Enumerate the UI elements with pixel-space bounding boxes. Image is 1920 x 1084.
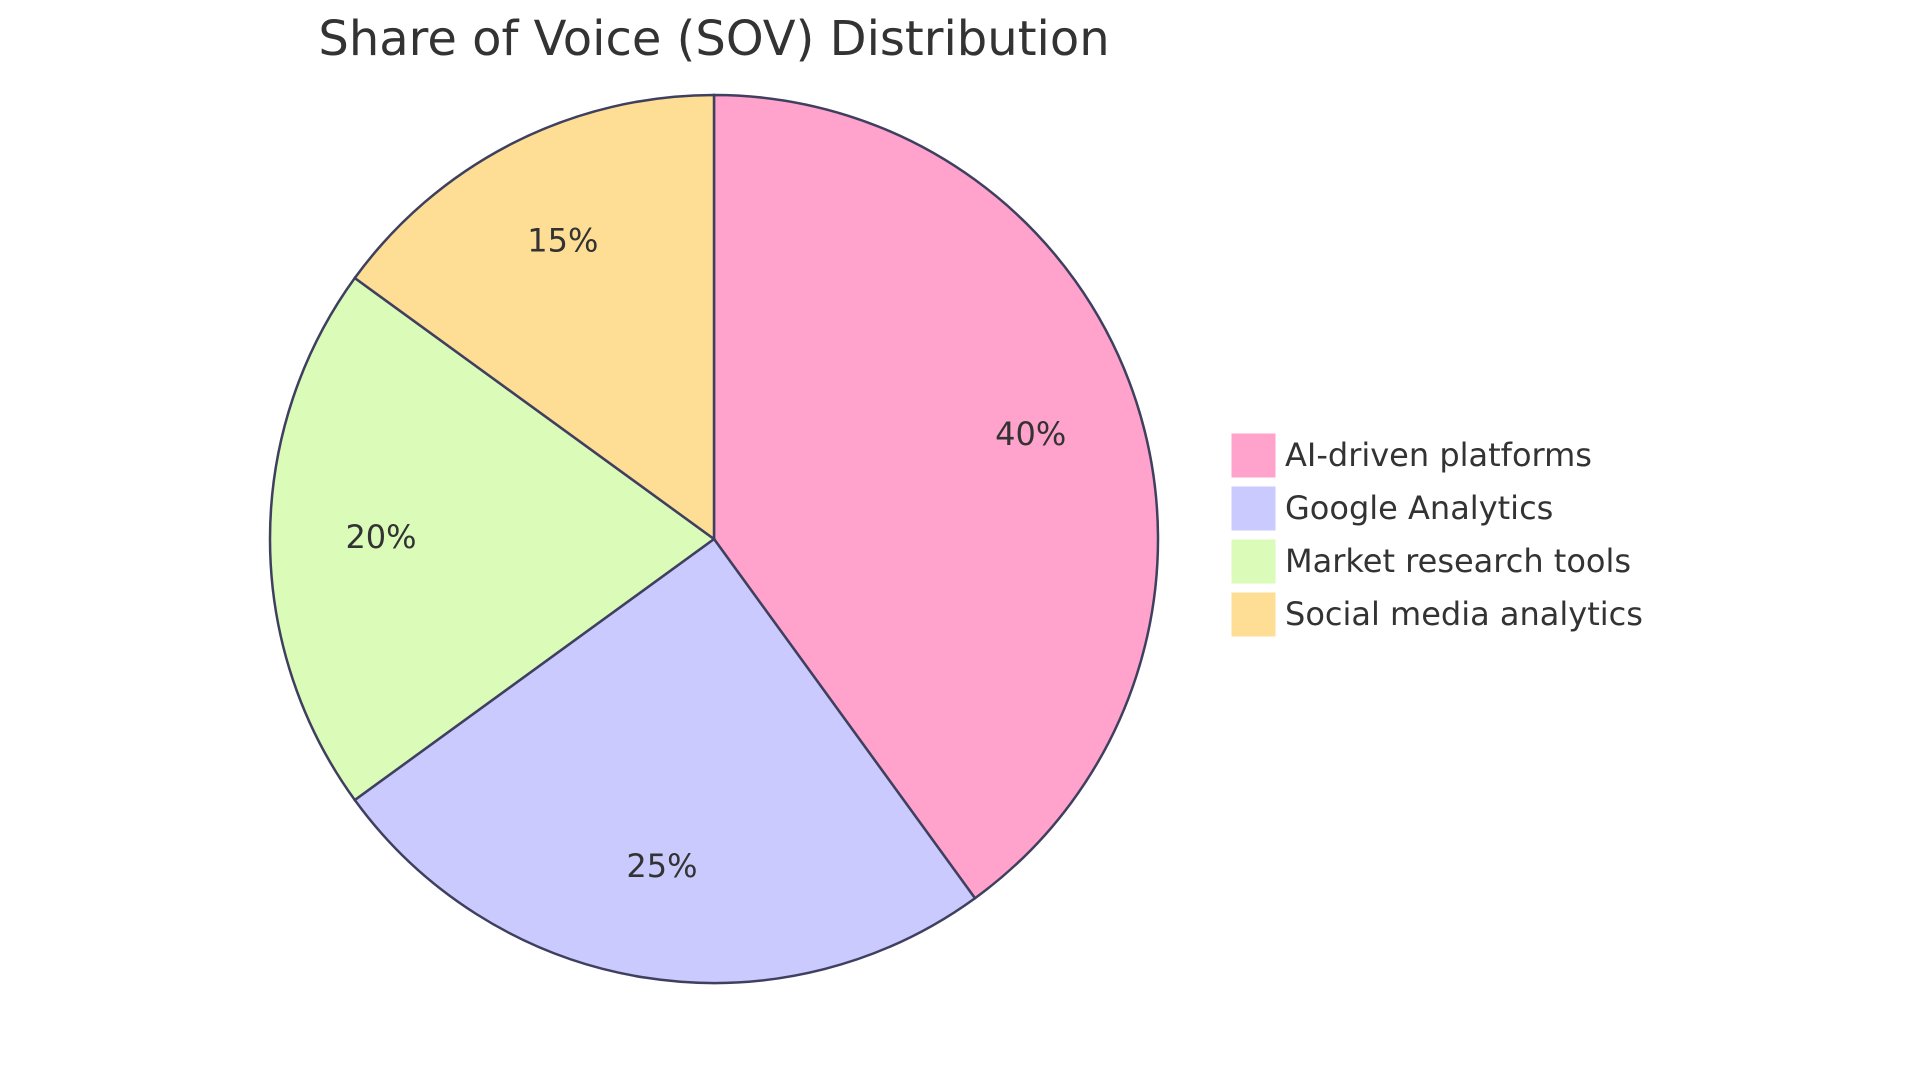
legend-swatch (1230, 591, 1277, 638)
legend-label: Social media analytics (1285, 595, 1643, 633)
data-label: 25% (626, 847, 697, 885)
pie-slice (268, 276, 717, 802)
pie-slice (353, 93, 716, 542)
legend-label: Market research tools (1285, 542, 1631, 580)
pie-slice (353, 537, 977, 985)
legend-swatch (1230, 485, 1277, 532)
legend-swatch (1230, 432, 1277, 479)
pie-slice (712, 93, 1160, 900)
legend-label: Google Analytics (1285, 489, 1553, 527)
data-label: 40% (995, 415, 1066, 453)
data-label: 20% (345, 518, 416, 556)
legend-swatch (1230, 538, 1277, 585)
chart-title: Share of Voice (SOV) Distribution (318, 11, 1109, 67)
legend-label: AI-driven platforms (1285, 436, 1592, 474)
data-label: 15% (527, 221, 598, 259)
